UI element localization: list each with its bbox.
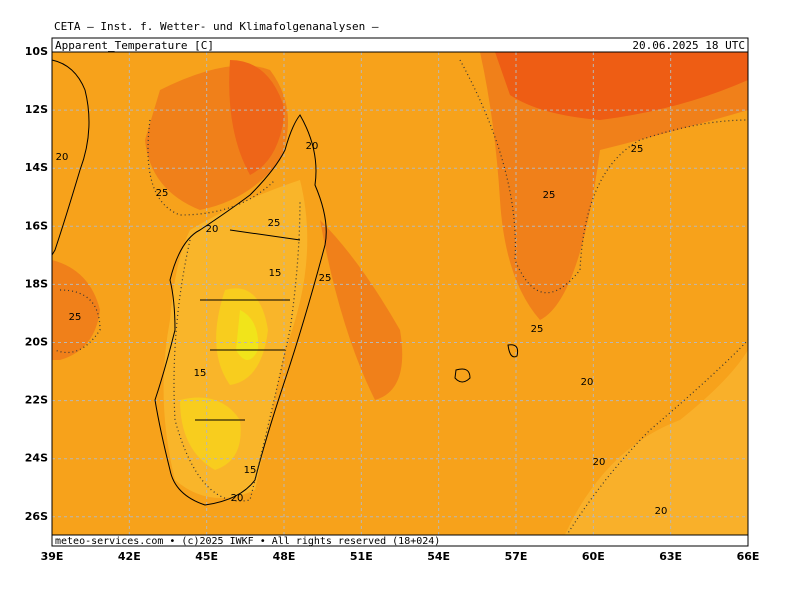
contour-label: 20 (655, 506, 668, 517)
lon-label: 63E (659, 550, 682, 563)
contour-label: 25 (69, 312, 82, 323)
contours (54, 59, 749, 547)
title-right: 20.06.2025 18 UTC (632, 39, 745, 52)
contour-label: 20 (306, 141, 319, 152)
warm-area (52, 260, 100, 360)
lat-label: 10S (25, 45, 48, 58)
africa-coast (51, 59, 90, 257)
contour-line (54, 289, 101, 354)
contour-line (559, 339, 749, 547)
lon-label: 48E (273, 550, 296, 563)
mauritius (507, 344, 519, 358)
lon-label: 54E (427, 550, 450, 563)
contour-label: 25 (631, 144, 644, 155)
contour-label: 25 (543, 190, 556, 201)
lon-label: 45E (195, 550, 218, 563)
lat-label: 18S (25, 277, 48, 290)
contour-label: 25 (156, 188, 169, 199)
mild-area (560, 350, 748, 546)
contour-label: 25 (319, 273, 332, 284)
contour-label: 25 (268, 218, 281, 229)
madagascar (154, 114, 327, 506)
graticule (52, 52, 748, 546)
lon-label: 57E (505, 550, 528, 563)
lon-label: 42E (118, 550, 141, 563)
lat-label: 22S (25, 394, 48, 407)
warm-area (480, 52, 748, 320)
cool-area (236, 310, 259, 360)
lon-label: 39E (41, 550, 64, 563)
lat-label: 12S (25, 103, 48, 116)
lon-label: 66E (737, 550, 760, 563)
lat-label: 20S (25, 336, 48, 349)
lon-label: 60E (582, 550, 605, 563)
cool-area (180, 397, 241, 470)
field (52, 52, 748, 546)
contour-label: 20 (593, 457, 606, 468)
contour-label: 25 (531, 324, 544, 335)
header: CETA — Inst. f. Wetter- und Klimafolgena… (54, 20, 379, 33)
contour-label: 15 (269, 268, 282, 279)
reunion (454, 368, 471, 383)
hot-area (229, 60, 285, 175)
footer: meteo-services.com • (c)2025 IWKF • All … (55, 536, 440, 547)
contour-label: 15 (194, 368, 207, 379)
lon-label: 51E (350, 550, 373, 563)
contour-label: 15 (244, 465, 257, 476)
contour-label: 20 (231, 493, 244, 504)
title-left: Apparent_Temperature [C] (55, 39, 214, 52)
lat-label: 24S (25, 452, 48, 465)
hot-area (495, 52, 748, 120)
region-borders (195, 229, 301, 421)
lat-label: 16S (25, 219, 48, 232)
contour-line (173, 199, 301, 502)
lat-label: 14S (25, 161, 48, 174)
contour-label: 20 (581, 377, 594, 388)
lat-label: 26S (25, 510, 48, 523)
footer-bar (51, 534, 749, 547)
coastlines (51, 59, 519, 506)
contour-label: 20 (206, 224, 219, 235)
contour-label: 20 (56, 152, 69, 163)
